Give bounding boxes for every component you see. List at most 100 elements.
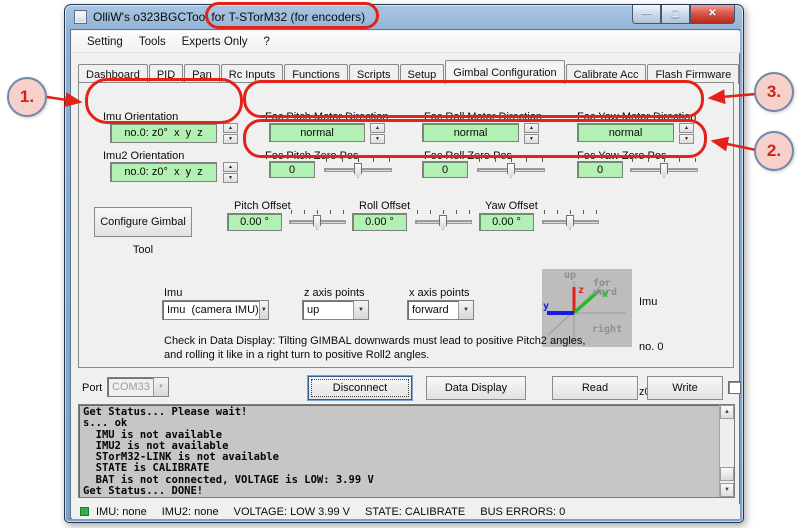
pitch-offset-field[interactable]: 0.00 ° [227,213,282,231]
foc-pitch-zero-pos-field[interactable]: 0 [269,161,315,178]
write-button[interactable]: Write [647,376,723,400]
foc-yaw-zero-pos-slider[interactable] [630,158,698,180]
foc-pitch-motor-direction-field[interactable]: normal [269,123,365,142]
pitch-offset-label: Pitch Offset [234,200,291,212]
check-hint-line1: Check in Data Display: Tilting GIMBAL do… [164,335,586,347]
console-line: STATE is CALIBRATE [83,462,210,475]
spin-down-icon[interactable]: ▼ [223,134,238,144]
roll-offset-label: Roll Offset [359,200,411,212]
tab-functions[interactable]: Functions [284,64,348,84]
slider-thumb[interactable] [354,163,362,178]
status-state: STATE: CALIBRATE [364,505,466,518]
pitch-offset-slider[interactable] [289,210,346,232]
foc-pitch-zero-pos-slider[interactable] [324,158,392,180]
annotation-oval-motor-direction [243,80,704,118]
foc-yaw-zero-pos-field[interactable]: 0 [577,161,623,178]
scroll-down-icon[interactable]: ▼ [720,483,734,497]
yaw-offset-slider[interactable] [542,210,599,232]
port-label: Port [82,382,103,394]
z-axis-points-label: z axis points [304,287,365,299]
spin-down-icon[interactable]: ▼ [223,173,238,183]
tab-flash-firmware[interactable]: Flash Firmware [647,64,740,84]
menu-tools[interactable]: Tools [138,35,166,48]
spin-down-icon[interactable]: ▼ [370,134,385,144]
disconnect-button[interactable]: Disconnect [308,376,412,400]
status-imu2: IMU2: none [161,505,219,518]
y-axis-icon: y [543,301,550,312]
x-axis-icon: x [602,289,609,300]
imu2-orientation-label: Imu2 Orientation [103,150,185,162]
slider-thumb[interactable] [660,163,668,178]
menu-setting[interactable]: Setting [87,35,123,48]
scroll-up-icon[interactable]: ▲ [720,405,734,419]
diagram-right-label: right [592,324,623,335]
console-line: Get Status... Please wait! [83,406,248,418]
tab-calibrate-acc[interactable]: Calibrate Acc [565,64,647,84]
imu2-orientation-spinner[interactable]: ▲ ▼ [223,162,238,183]
console-output[interactable]: Get Status... Please wait! s... ok IMU i… [78,404,735,498]
foc-roll-motor-direction-field[interactable]: normal [422,123,519,142]
foc-roll-zero-pos-slider[interactable] [477,158,545,180]
imu-orientation-field[interactable]: no.0: z0° x y z [110,123,217,143]
z-axis-icon: z [578,285,585,296]
z-axis-points-select[interactable]: up ▼ [302,300,369,320]
data-display-button[interactable]: Data Display [426,376,526,400]
spin-up-icon[interactable]: ▲ [370,123,385,133]
console-line: IMU2 is not available [83,439,229,452]
chevron-down-icon[interactable]: ▼ [258,301,268,319]
annotation-oval-title [205,2,379,29]
slider-thumb[interactable] [507,163,515,178]
tab-setup[interactable]: Setup [399,64,445,84]
configure-gimbal-tool-button[interactable]: Configure Gimbal Tool [94,207,192,256]
menu-help[interactable]: ? [263,35,270,48]
minimize-icon: — [641,8,652,19]
yaw-offset-field[interactable]: 0.00 ° [479,213,534,231]
axis-lines [547,280,626,341]
chevron-down-icon[interactable]: ▼ [353,301,368,319]
spin-down-icon[interactable]: ▼ [524,134,539,144]
diagram-forward-label-2: ward [593,287,618,298]
imu2-orientation-field[interactable]: no.0: z0° x y z [110,162,217,182]
foc-pitch-motor-direction-spinner[interactable]: ▲ ▼ [370,123,385,144]
console-line: IMU is not available [83,428,223,441]
spin-up-icon[interactable]: ▲ [524,123,539,133]
title-bar[interactable]: OlliW's o323BGCTool for T-STorM32 (for e… [65,5,743,29]
scrollbar-thumb[interactable] [720,467,734,481]
chevron-down-icon[interactable]: ▼ [458,301,473,319]
foc-roll-zero-pos-field[interactable]: 0 [422,161,468,178]
imu-select[interactable]: Imu (camera IMU) ▼ [162,300,269,320]
console-scrollbar[interactable]: ▲ ▼ [719,405,734,497]
x-axis-points-select[interactable]: forward ▼ [407,300,474,320]
roll-offset-slider[interactable] [415,210,472,232]
imu-orientation-spinner[interactable]: ▲ ▼ [223,123,238,144]
connection-checkbox[interactable] [728,381,741,394]
roll-offset-field[interactable]: 0.00 ° [352,213,407,231]
client-area: Setting Tools Experts Only ? Dashboard P… [70,29,741,519]
diagram-forward-label-1: for [593,278,612,289]
imu-orientation-label: Imu Orientation [103,111,179,123]
maximize-button[interactable]: ▢ [661,5,690,24]
foc-roll-motor-direction-spinner[interactable]: ▲ ▼ [524,123,539,144]
x-axis-points-label: x axis points [409,287,470,299]
spin-up-icon[interactable]: ▲ [223,162,238,172]
menu-experts-only[interactable]: Experts Only [181,35,248,48]
port-select[interactable]: COM33 ▼ [107,377,169,397]
status-voltage: VOLTAGE: LOW 3.99 V [233,505,350,518]
slider-thumb[interactable] [439,215,447,230]
slider-thumb[interactable] [566,215,574,230]
status-led-icon [80,507,89,516]
slider-thumb[interactable] [313,215,321,230]
tab-scripts[interactable]: Scripts [348,64,399,84]
read-button[interactable]: Read [552,376,638,400]
close-button[interactable]: ✕ [690,5,735,24]
check-hint-line2: and rolling it like in a right turn to p… [164,349,430,361]
spin-up-icon[interactable]: ▲ [223,123,238,133]
annotation-circle-3: 3. [754,72,794,112]
close-icon: ✕ [708,8,717,19]
foc-yaw-motor-direction-field[interactable]: normal [577,123,674,142]
minimize-button[interactable]: — [632,5,661,24]
console-line: BAT is not connected, VOLTAGE is LOW: 3.… [83,473,374,486]
spin-down-icon[interactable]: ▼ [679,134,694,144]
tab-rc-inputs[interactable]: Rc Inputs [220,64,284,84]
app-icon [74,10,87,24]
